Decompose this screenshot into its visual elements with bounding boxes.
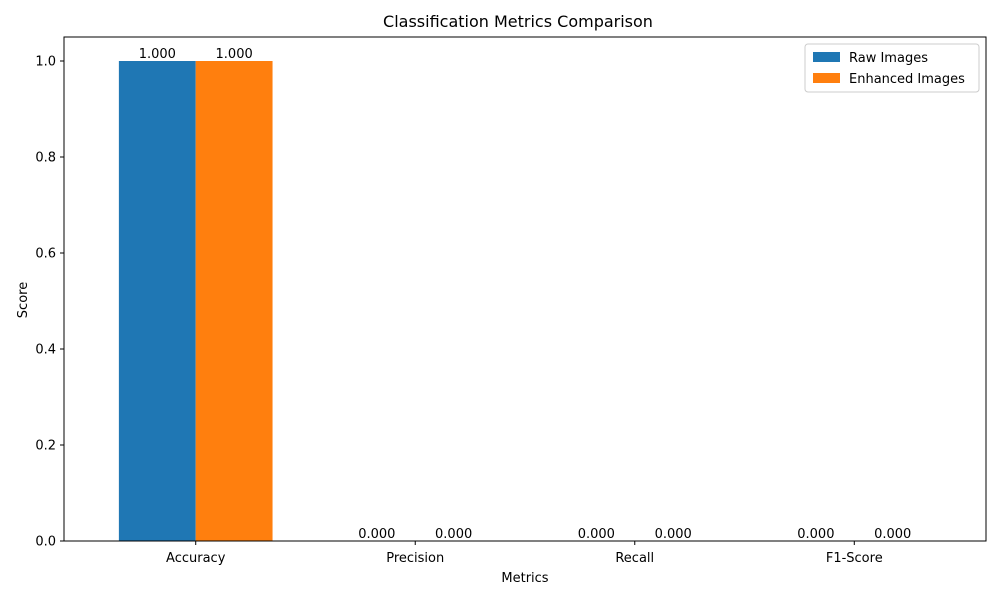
y-tick-label: 0.4 [35,343,56,358]
x-tick-label: Accuracy [166,551,226,566]
data-label: 1.000 [216,47,253,62]
bar-enhanced-images-accuracy [195,61,273,541]
axes-frame [63,36,987,542]
y-tick-label: 0.0 [35,535,56,550]
data-label: 0.000 [578,527,615,542]
y-tick-label: 0.6 [35,247,56,262]
legend: Raw Images Enhanced Images [804,43,980,93]
plot-area: 1.000 0.000 0.000 0.000 1.000 0.000 0.000 0.000… [35,36,987,566]
legend-label: Enhanced Images [849,72,965,87]
bar-raw-images-accuracy [118,61,196,541]
data-label: 0.000 [655,527,692,542]
x-tick-label: F1-Score [826,551,883,566]
y-tick-label: 1.0 [35,55,56,70]
legend-swatch [813,73,840,83]
x-tick-label: Recall [615,551,654,566]
data-label: 0.000 [874,527,911,542]
data-label: 0.000 [358,527,395,542]
legend-box [804,43,980,93]
legend-swatch [813,52,840,62]
x-tick-label: Precision [386,551,444,566]
legend-label: Raw Images [849,51,928,66]
y-axis-label: Score [16,282,31,318]
x-axis-label: Metrics [501,571,548,586]
data-label: 0.000 [435,527,472,542]
y-tick-label: 0.2 [35,439,56,454]
data-label: 0.000 [797,527,834,542]
chart-title: Classification Metrics Comparison [383,12,653,31]
y-tick-label: 0.8 [35,151,56,166]
data-label: 1.000 [139,47,176,62]
